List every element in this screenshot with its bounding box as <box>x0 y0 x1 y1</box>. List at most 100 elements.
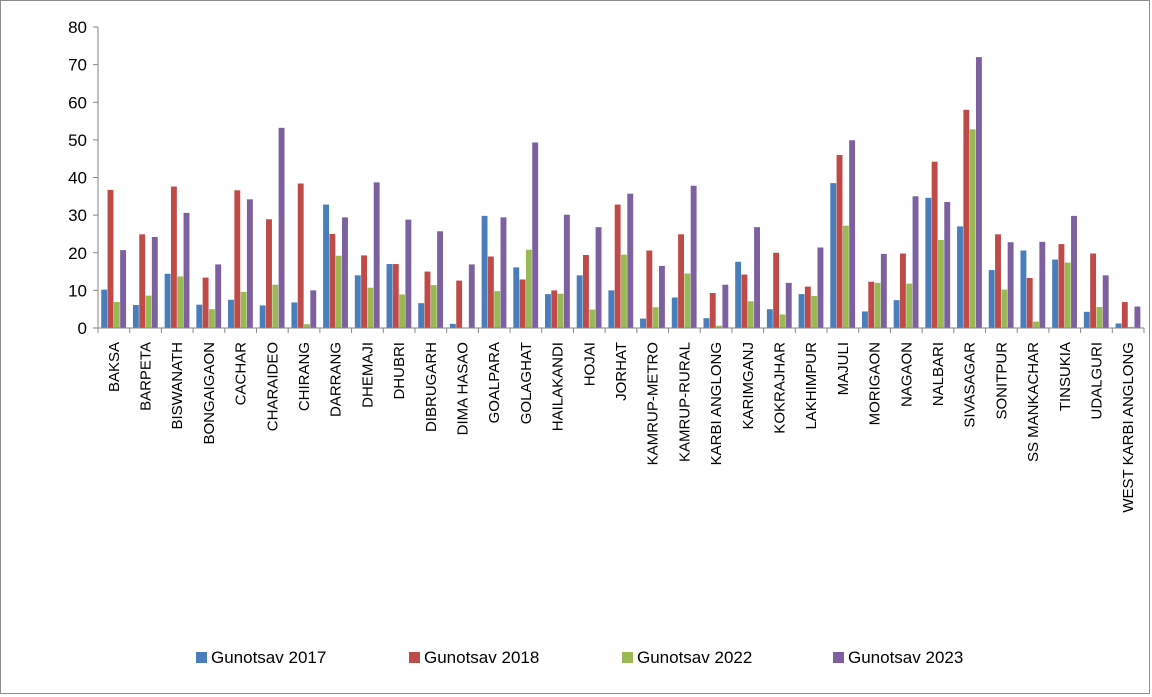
legend-item: Gunotsav 2023 <box>833 648 963 667</box>
bar <box>1039 241 1046 328</box>
bar <box>716 325 722 328</box>
bar <box>335 255 342 328</box>
bar <box>1115 323 1122 328</box>
bar <box>487 256 494 328</box>
bar <box>1052 259 1059 328</box>
x-category-label: DHUBRI <box>391 342 408 400</box>
legend-swatch <box>409 652 420 663</box>
bar <box>995 234 1001 328</box>
x-category-label: BISWANATH <box>169 342 186 430</box>
bar <box>297 183 304 328</box>
y-tick-label: 80 <box>68 18 87 37</box>
bar <box>614 204 621 328</box>
bar <box>817 247 824 328</box>
bar <box>367 287 374 328</box>
bar <box>868 281 875 328</box>
x-category-label: KAMRUP-METRO <box>645 342 662 465</box>
x-category-label: SONITPUR <box>993 342 1010 420</box>
bar <box>240 291 247 328</box>
x-category-label: KAMRUP-RURAL <box>676 342 693 462</box>
bar <box>500 217 507 328</box>
bar <box>969 129 976 328</box>
bar <box>912 196 919 328</box>
bar <box>621 254 627 328</box>
bar <box>120 250 127 328</box>
legend-label: Gunotsav 2017 <box>211 648 326 667</box>
bar <box>386 264 393 328</box>
bar <box>132 305 139 328</box>
bars <box>101 57 1141 329</box>
x-category-label: MORIGAON <box>867 342 884 425</box>
x-category-label: CHIRANG <box>296 342 313 411</box>
bar <box>830 183 837 328</box>
bar <box>957 226 963 328</box>
bar <box>405 219 412 328</box>
x-category-label: DHEMAJI <box>359 342 376 408</box>
bar <box>747 301 754 328</box>
x-category-label: DIBRUGARH <box>423 342 440 432</box>
bar <box>608 290 615 328</box>
bar <box>709 293 716 328</box>
y-tick-label: 10 <box>68 281 87 300</box>
x-category-label: WEST KARBI ANGLONG <box>1120 342 1137 513</box>
bar <box>272 284 279 328</box>
bar <box>310 290 317 328</box>
bar <box>304 324 310 328</box>
bar <box>551 290 558 328</box>
bar-series <box>101 183 1122 328</box>
bar <box>690 185 697 328</box>
legend-item: Gunotsav 2017 <box>196 648 326 667</box>
bar <box>494 291 501 328</box>
y-tick-label: 30 <box>68 206 87 225</box>
bar <box>779 314 786 328</box>
bar-series <box>120 57 1141 329</box>
bar <box>640 318 646 328</box>
bar <box>1096 306 1103 328</box>
bar <box>266 219 272 328</box>
bar <box>449 323 456 328</box>
bar <box>735 261 742 328</box>
bar <box>424 271 431 328</box>
bar <box>164 273 171 328</box>
bar <box>836 154 843 328</box>
bar <box>107 189 114 328</box>
bar <box>513 267 520 328</box>
bar <box>678 234 684 328</box>
x-category-label: GOALPARA <box>486 342 503 423</box>
bar <box>234 190 241 328</box>
bar <box>842 225 849 328</box>
bar <box>291 302 298 328</box>
bar <box>259 305 266 328</box>
x-category-label: BARPETA <box>138 342 155 411</box>
bar <box>861 311 868 328</box>
bar <box>1007 242 1014 328</box>
y-axis: 0 10 20 30 40 50 60 70 80 <box>68 18 99 338</box>
bar <box>937 239 944 328</box>
legend-item: Gunotsav 2022 <box>622 648 752 667</box>
bar <box>519 279 526 328</box>
x-category-label: JORHAT <box>613 342 630 401</box>
x-category-label: SIVASAGAR <box>962 342 979 428</box>
bar <box>228 299 234 328</box>
legend: Gunotsav 2017 Gunotsav 2018 Gunotsav 2022 G… <box>196 648 963 667</box>
x-category-label: HAILAKANDI <box>550 342 567 431</box>
x-category-label: CHARAIDEO <box>264 342 281 431</box>
bar <box>874 282 881 328</box>
bar <box>975 57 982 328</box>
bar <box>399 294 406 328</box>
bar <box>545 294 551 328</box>
y-tick-label: 0 <box>78 319 87 338</box>
bar <box>798 294 805 328</box>
x-category-label: HOJAI <box>581 342 598 386</box>
legend-swatch <box>833 652 844 663</box>
bar <box>652 307 659 328</box>
bar <box>893 300 900 328</box>
bar <box>456 280 463 328</box>
bar <box>583 255 589 328</box>
bar <box>342 217 348 328</box>
bar <box>1064 262 1071 328</box>
bar <box>1058 244 1065 328</box>
bar <box>145 295 152 328</box>
y-tick-label: 40 <box>68 169 87 188</box>
bar <box>658 265 665 328</box>
